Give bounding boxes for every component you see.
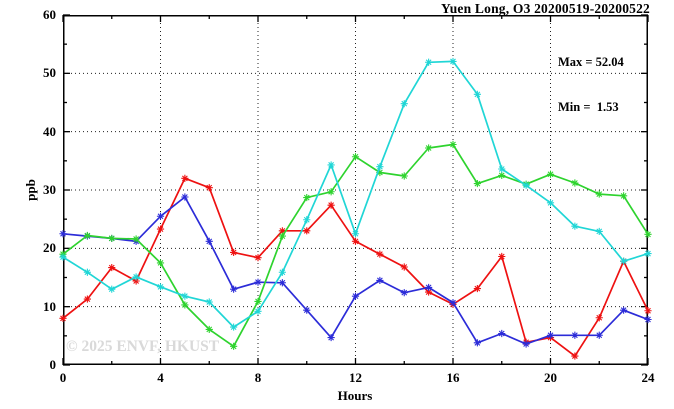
y-tick-label: 40 bbox=[43, 123, 56, 139]
chart-title: Yuen Long, O3 20200519-20200522 bbox=[441, 1, 650, 16]
stats-annotation: Max = 52.04 Min = 1.53 bbox=[558, 25, 624, 145]
x-axis-title: Hours bbox=[337, 388, 373, 403]
y-tick-label: 30 bbox=[43, 182, 56, 197]
min-value-label: Min = 1.53 bbox=[558, 100, 619, 114]
y-tick-label: 50 bbox=[43, 65, 56, 81]
y-tick-label: 10 bbox=[43, 298, 56, 314]
series-4-cyan-markers bbox=[59, 57, 652, 331]
series-2-blue-markers bbox=[59, 193, 652, 348]
x-tick-label: 12 bbox=[349, 370, 362, 385]
x-tick-label: 8 bbox=[254, 370, 262, 385]
x-tick-label: 24 bbox=[641, 370, 655, 385]
y-tick-label: 0 bbox=[49, 357, 57, 372]
x-tick-label: 4 bbox=[157, 370, 164, 385]
x-tick-label: 20 bbox=[544, 370, 557, 385]
series-3-green-line bbox=[62, 143, 649, 348]
plot-area: © 2025 ENVF, HKUST bbox=[59, 14, 652, 366]
plot-svg bbox=[59, 14, 652, 366]
x-tick-label: 16 bbox=[446, 370, 460, 385]
y-tick-label: 20 bbox=[43, 240, 56, 256]
max-value-label: Max = 52.04 bbox=[558, 55, 624, 69]
x-tick-label: 0 bbox=[59, 370, 67, 385]
y-tick-label: 60 bbox=[43, 7, 56, 22]
series-3-green-markers bbox=[59, 140, 652, 350]
watermark: © 2025 ENVF, HKUST bbox=[66, 338, 220, 355]
